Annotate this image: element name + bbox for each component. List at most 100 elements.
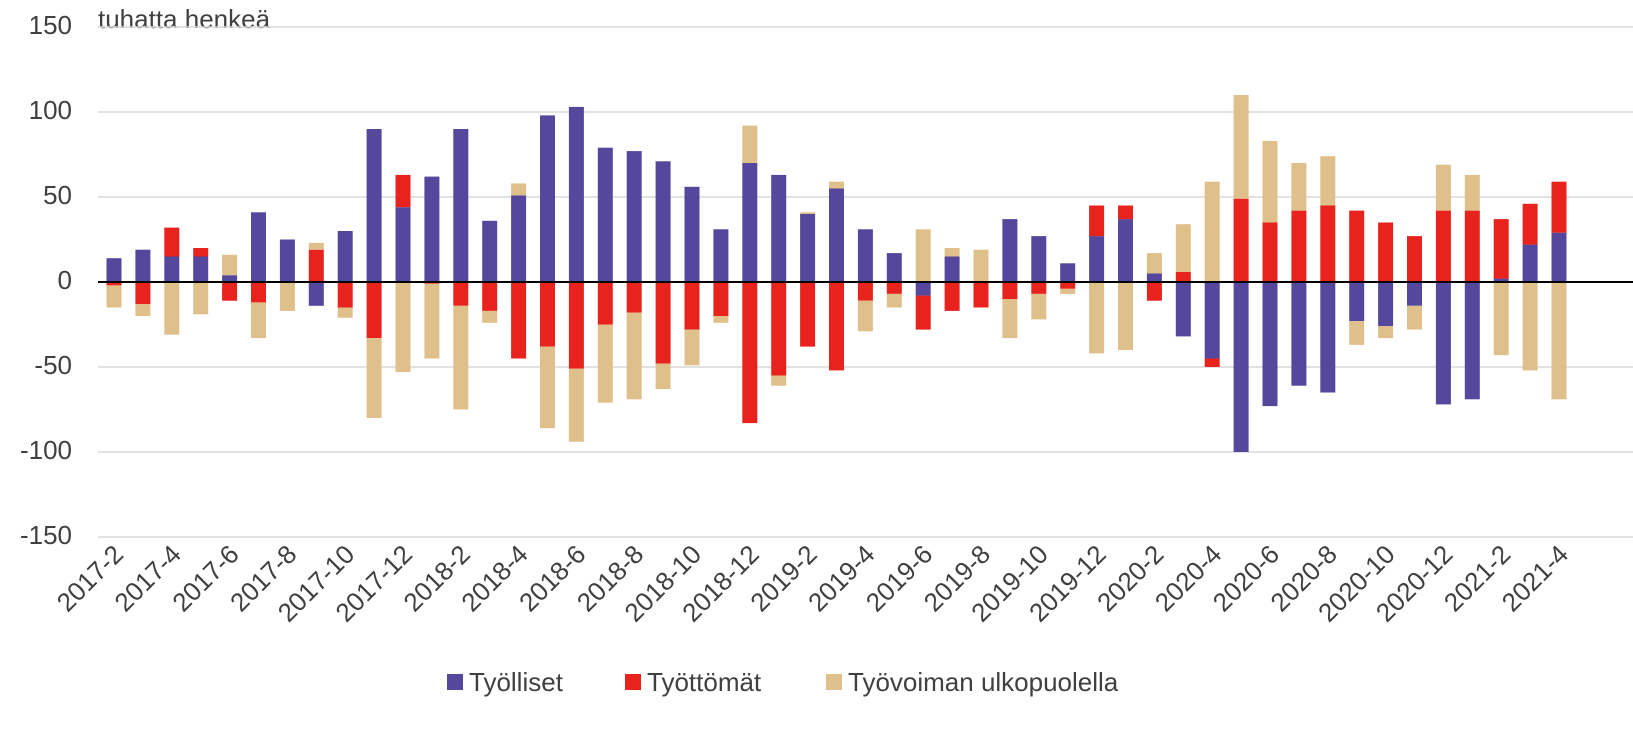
bar-segment: [1291, 210, 1307, 282]
bar-segment: [800, 212, 816, 214]
bar-segment: [742, 163, 758, 282]
bar-segment: [164, 256, 180, 282]
bar-segment: [568, 106, 584, 283]
bar-segment: [337, 282, 353, 308]
bar-segment: [106, 258, 122, 282]
bar-segment: [1349, 321, 1365, 345]
bar-segment: [684, 186, 700, 282]
bar-segment: [886, 253, 902, 282]
bar-segment: [1464, 210, 1480, 282]
bar-segment: [1146, 282, 1162, 301]
bar-segment: [135, 249, 151, 282]
bar-segment: [771, 282, 787, 376]
bar-segment: [713, 282, 729, 316]
bar-segment: [1002, 219, 1018, 282]
bar-segment: [1262, 282, 1278, 407]
bar-segment: [1493, 282, 1509, 356]
bar-segment: [1291, 282, 1307, 386]
bar-segment: [366, 129, 382, 282]
bar-segment: [1175, 282, 1191, 337]
bar-segment: [106, 285, 122, 308]
bar-segment: [1262, 140, 1278, 223]
bar-segment: [626, 312, 642, 400]
bar-segment: [1435, 282, 1451, 405]
bar-segment: [1349, 282, 1365, 322]
bar-segment: [279, 282, 295, 311]
y-tick-label: -100: [20, 435, 72, 465]
bar-segment: [1175, 271, 1191, 282]
bar-segment: [251, 212, 266, 282]
bar-segment: [1233, 282, 1249, 452]
bar-segment: [626, 151, 642, 282]
bar-segment: [655, 363, 671, 390]
y-tick-label: -50: [34, 350, 72, 380]
bar-segment: [193, 256, 209, 282]
bar-segment: [568, 368, 584, 442]
bar-segment: [684, 329, 700, 366]
legend-label: Työttömät: [647, 667, 762, 697]
bar-segment: [915, 295, 931, 330]
bar-segment: [308, 242, 324, 250]
bar-segment: [308, 282, 324, 306]
bar-segment: [1031, 293, 1047, 320]
bar-segment: [366, 282, 382, 339]
bar-segment: [1464, 174, 1480, 211]
bar-segment: [1204, 358, 1220, 367]
legend-swatch: [826, 674, 842, 690]
bar-segment: [251, 282, 266, 303]
bar-segment: [655, 161, 671, 282]
bar-segment: [771, 375, 787, 386]
bar-segment: [771, 174, 787, 282]
y-tick-label: 100: [29, 95, 72, 125]
bar-segment: [1031, 282, 1047, 294]
bar-segment: [597, 324, 613, 403]
bar-segment: [540, 115, 555, 283]
bar-segment: [106, 282, 122, 286]
bar-segment: [886, 282, 902, 294]
bar-segment: [453, 305, 469, 410]
bar-segment: [800, 214, 816, 282]
bar-segment: [1262, 222, 1278, 282]
bar-segment: [944, 282, 960, 311]
bar-segment: [222, 275, 238, 282]
bar-segment: [1349, 210, 1365, 282]
bar-segment: [1407, 305, 1422, 330]
legend-label: Työvoiman ulkopuolella: [848, 667, 1119, 697]
bar-segment: [829, 181, 844, 189]
bar-segment: [713, 316, 729, 323]
bar-segment: [511, 183, 527, 196]
bar-segment: [1435, 210, 1451, 282]
bar-segment: [1118, 219, 1133, 282]
bar-segment: [1435, 164, 1451, 211]
bar-segment: [944, 248, 960, 257]
bar-segment: [1551, 282, 1567, 400]
bar-segment: [395, 174, 411, 208]
bar-segment: [684, 282, 700, 330]
bar-segment: [1407, 282, 1422, 306]
bar-segment: [395, 282, 411, 373]
bar-segment: [915, 282, 931, 296]
bar-segment: [540, 282, 555, 347]
y-tick-label: 50: [43, 180, 72, 210]
bar-segment: [829, 282, 844, 371]
legend-swatch: [625, 674, 641, 690]
bar-segment: [424, 176, 440, 282]
bar-segment: [857, 282, 873, 301]
bar-segment: [453, 282, 469, 306]
bar-segment: [424, 283, 440, 359]
bar-segment: [944, 256, 960, 282]
bar-segment: [1378, 282, 1394, 327]
bar-segment: [1002, 299, 1018, 339]
bar-segment: [135, 304, 151, 316]
bar-segment: [1551, 232, 1567, 282]
bar-segment: [1522, 282, 1538, 371]
bar-segment: [626, 282, 642, 313]
bar-segment: [1204, 181, 1220, 282]
bar-segment: [1233, 198, 1249, 282]
bar-segment: [193, 248, 209, 257]
bar-segment: [337, 231, 353, 282]
bar-segment: [1522, 203, 1538, 245]
bar-segment: [568, 282, 584, 369]
bar-segment: [597, 282, 613, 325]
